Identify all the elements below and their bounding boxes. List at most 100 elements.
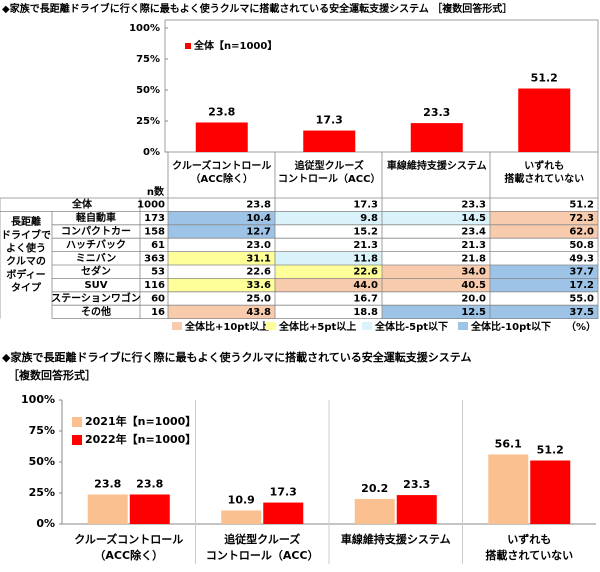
y-tick-label: 0% bbox=[36, 517, 55, 530]
cell-highlight bbox=[490, 265, 598, 279]
value-label: 23.3 bbox=[403, 478, 430, 491]
row-label: その他 bbox=[81, 305, 111, 318]
cell-value: 11.8 bbox=[353, 253, 378, 264]
y-tick-label: 25% bbox=[29, 486, 55, 499]
cell-value: 22.6 bbox=[246, 267, 271, 278]
y-tick-label: 100% bbox=[21, 393, 55, 406]
cell-highlight bbox=[168, 211, 275, 225]
n-header: n数 bbox=[147, 185, 165, 198]
cell-highlight bbox=[382, 278, 490, 292]
cell-value: 37.5 bbox=[569, 307, 594, 318]
cell-highlight bbox=[275, 211, 382, 225]
value-label: 23.8 bbox=[94, 477, 121, 490]
value-label: 23.8 bbox=[136, 477, 163, 490]
cell-value: 49.3 bbox=[569, 253, 594, 264]
x-tick-label: いずれも搭載されていない bbox=[485, 532, 573, 562]
legend-label: 2021年【n=1000】 bbox=[85, 414, 196, 428]
row-label: ハッチバック bbox=[66, 239, 126, 251]
cell-value: 15.2 bbox=[353, 227, 378, 238]
cell-value: 12.5 bbox=[461, 307, 486, 318]
value-label: 51.2 bbox=[531, 72, 558, 85]
row-label: セダン bbox=[81, 265, 111, 278]
cell-highlight bbox=[490, 305, 598, 319]
bar bbox=[410, 123, 463, 152]
value-label: 17.3 bbox=[270, 486, 297, 499]
plot-frame bbox=[164, 19, 599, 153]
legend-swatch bbox=[185, 43, 191, 49]
value-label: 23.8 bbox=[208, 105, 235, 118]
cell-value: 12.7 bbox=[246, 227, 271, 238]
cell-highlight bbox=[275, 265, 382, 279]
highlight-swatch bbox=[458, 322, 468, 330]
cell-highlight bbox=[490, 278, 598, 292]
bar bbox=[518, 88, 571, 152]
x-tick-label: 車線維持支援システム bbox=[387, 159, 487, 172]
bar bbox=[303, 130, 356, 152]
x-tick-label: いずれも搭載されていない bbox=[504, 159, 584, 185]
cell-value: 14.5 bbox=[461, 213, 486, 224]
bar bbox=[488, 454, 529, 524]
unit-label: （%） bbox=[566, 320, 596, 333]
cell-value: 18.8 bbox=[353, 307, 378, 318]
cell-highlight bbox=[490, 211, 598, 225]
highlight-swatch bbox=[266, 322, 276, 330]
cell-value: 33.6 bbox=[246, 280, 271, 291]
cell-value: 23.3 bbox=[461, 200, 486, 211]
row-label: 全体 bbox=[71, 198, 93, 211]
cell-value: 22.6 bbox=[353, 267, 378, 278]
row-n: 1000 bbox=[137, 200, 165, 211]
chart-title: ◆家族で長距離ドライブに行く際に最もよく使うクルマに搭載されている安全運転支援シ… bbox=[2, 2, 512, 15]
cell-highlight bbox=[382, 211, 490, 225]
cell-value: 21.8 bbox=[461, 253, 486, 264]
cell-value: 62.0 bbox=[569, 227, 594, 238]
cell-value: 25.0 bbox=[246, 294, 271, 305]
cell-highlight bbox=[490, 224, 598, 239]
legend-bg bbox=[70, 414, 188, 430]
cell-value: 51.2 bbox=[569, 200, 594, 211]
row-n: 61 bbox=[151, 240, 165, 251]
y-tick-label: 50% bbox=[29, 455, 55, 468]
cell-value: 17.2 bbox=[569, 280, 594, 291]
row-n: 173 bbox=[144, 213, 165, 224]
row-label: SUV bbox=[84, 280, 107, 291]
cell-value: 23.8 bbox=[246, 200, 271, 211]
row-n: 60 bbox=[151, 294, 165, 305]
chart-title: ◆家族で長距離ドライブに行く際に最もよく使うクルマに搭載されている安全運転支援シ… bbox=[2, 350, 471, 364]
cell-value: 44.0 bbox=[353, 280, 378, 291]
y-tick-label: 0% bbox=[143, 147, 160, 158]
cell-value: 55.0 bbox=[569, 294, 594, 305]
cell-value: 21.3 bbox=[461, 240, 486, 251]
legend-label: 2022年【n=1000】 bbox=[85, 432, 196, 446]
highlight-label: 全体比-5pt以下 bbox=[374, 320, 448, 333]
y-tick-label: 25% bbox=[136, 116, 160, 127]
cell-value: 34.0 bbox=[461, 267, 486, 278]
cell-highlight bbox=[275, 251, 382, 265]
row-label: 軽自動車 bbox=[76, 211, 116, 224]
x-tick-label: 追従型クルーズコントロール（ACC） bbox=[278, 159, 380, 185]
x-tick-label: クルーズコントロール（ACC除く） bbox=[172, 159, 271, 185]
x-tick-label: 追従型クルーズコントロール（ACC） bbox=[206, 532, 319, 562]
cell-highlight bbox=[168, 305, 275, 319]
cell-value: 23.4 bbox=[461, 227, 486, 238]
highlight-label: 全体比+5pt以上 bbox=[278, 320, 356, 333]
legend-label: 全体【n=1000】 bbox=[193, 39, 277, 52]
row-n: 16 bbox=[151, 307, 165, 318]
cell-value: 23.0 bbox=[246, 240, 271, 251]
cell-value: 9.8 bbox=[360, 213, 378, 224]
legend-bg bbox=[70, 432, 188, 448]
cell-highlight bbox=[275, 278, 382, 292]
bar bbox=[396, 495, 437, 524]
cell-value: 37.7 bbox=[569, 267, 594, 278]
highlight-swatch bbox=[362, 322, 372, 330]
value-label: 10.9 bbox=[228, 493, 255, 506]
cell-value: 10.4 bbox=[246, 213, 271, 224]
y-tick-label: 100% bbox=[129, 23, 160, 34]
group-label: 長距離ドライブでよく使うクルマのボディータイプ bbox=[1, 215, 51, 294]
value-label: 17.3 bbox=[316, 114, 343, 127]
row-n: 363 bbox=[144, 253, 165, 264]
cell-value: 17.3 bbox=[353, 200, 378, 211]
cell-value: 20.0 bbox=[461, 294, 486, 305]
legend-swatch bbox=[72, 435, 82, 445]
